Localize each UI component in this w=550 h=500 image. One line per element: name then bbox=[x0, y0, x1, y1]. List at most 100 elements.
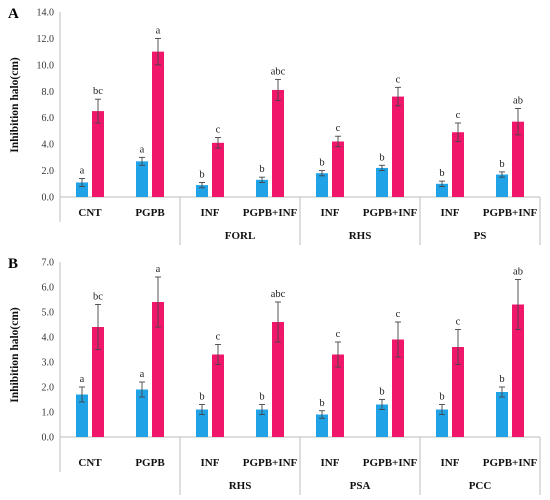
bar bbox=[316, 414, 328, 437]
significance-label: bc bbox=[93, 292, 103, 303]
significance-label: c bbox=[216, 125, 221, 136]
significance-label: b bbox=[439, 168, 444, 179]
bar bbox=[212, 354, 224, 437]
y-tick-label: 0.0 bbox=[42, 193, 55, 204]
bar bbox=[92, 327, 104, 437]
category-label: PGPB+INF bbox=[483, 207, 538, 219]
bar bbox=[496, 392, 508, 437]
bar bbox=[452, 132, 464, 197]
category-label: INF bbox=[321, 207, 340, 219]
bar bbox=[512, 121, 524, 197]
significance-label: b bbox=[499, 374, 504, 385]
category-label: INF bbox=[321, 457, 340, 469]
significance-label: c bbox=[456, 317, 461, 328]
category-label: INF bbox=[441, 207, 460, 219]
significance-label: bc bbox=[93, 86, 103, 97]
panel-b: B Inhibition halo(cm) 0.0 1.0 2.0 3.0 4.0 5.0 6.… bbox=[8, 256, 541, 495]
bar bbox=[256, 409, 268, 437]
bar bbox=[272, 322, 284, 437]
significance-label: b bbox=[439, 392, 444, 403]
category-label: CNT bbox=[78, 457, 102, 469]
bar bbox=[152, 51, 164, 198]
y-tick-label: 4.0 bbox=[42, 140, 55, 151]
significance-label: b bbox=[379, 152, 384, 163]
significance-label: a bbox=[156, 264, 161, 275]
significance-label: a bbox=[80, 374, 85, 385]
category-label: INF bbox=[441, 457, 460, 469]
y-axis-title: Inhibition halo(cm) bbox=[9, 307, 21, 403]
significance-label: b bbox=[379, 387, 384, 398]
y-axis-title: Inhibition halo(cm) bbox=[9, 57, 21, 153]
significance-label: b bbox=[199, 392, 204, 403]
significance-label: c bbox=[396, 74, 401, 85]
significance-label: a bbox=[140, 144, 145, 155]
bar bbox=[436, 183, 448, 197]
significance-label: ab bbox=[513, 267, 523, 278]
y-tick-label: 0.0 bbox=[42, 433, 55, 444]
bar bbox=[332, 354, 344, 437]
bar bbox=[376, 404, 388, 437]
category-label: INF bbox=[201, 207, 220, 219]
group-label: RHS bbox=[349, 230, 372, 242]
category-label: PGPB+INF bbox=[483, 457, 538, 469]
bar bbox=[92, 111, 104, 197]
y-tick-label: 3.0 bbox=[42, 358, 55, 369]
significance-label: c bbox=[396, 309, 401, 320]
category-label: PGPB+INF bbox=[363, 207, 418, 219]
significance-label: b bbox=[259, 392, 264, 403]
significance-label: b bbox=[319, 398, 324, 409]
bar bbox=[196, 409, 208, 437]
category-label: PGPB+INF bbox=[243, 207, 298, 219]
significance-label: b bbox=[259, 164, 264, 175]
y-tick-label: 6.0 bbox=[42, 283, 55, 294]
significance-label: b bbox=[499, 159, 504, 170]
significance-label: c bbox=[336, 123, 341, 134]
bar bbox=[496, 174, 508, 197]
significance-label: ab bbox=[513, 95, 523, 106]
bar bbox=[376, 167, 388, 197]
category-label: CNT bbox=[78, 207, 102, 219]
bar bbox=[392, 96, 404, 197]
bar bbox=[212, 142, 224, 197]
panel-a: A Inhibition halo(cm) 0.0 2.0 4.0 6.0 8.0 10.0 1… bbox=[8, 6, 541, 245]
y-tick-label: 6.0 bbox=[42, 113, 55, 124]
category-label: PGPB+INF bbox=[363, 457, 418, 469]
category-label: INF bbox=[201, 457, 220, 469]
category-label: PGPB+INF bbox=[243, 457, 298, 469]
significance-label: a bbox=[140, 369, 145, 380]
bar bbox=[272, 89, 284, 197]
y-tick-label: 14.0 bbox=[37, 8, 55, 19]
bar bbox=[316, 173, 328, 197]
y-tick-label: 2.0 bbox=[42, 166, 55, 177]
y-tick-label: 8.0 bbox=[42, 87, 55, 98]
group-label: PS bbox=[474, 230, 487, 242]
bar bbox=[392, 339, 404, 437]
significance-label: b bbox=[319, 158, 324, 169]
bar bbox=[136, 161, 148, 197]
significance-label: a bbox=[156, 25, 161, 36]
significance-label: abc bbox=[271, 66, 286, 77]
y-tick-label: 7.0 bbox=[42, 258, 55, 269]
y-tick-label: 2.0 bbox=[42, 383, 55, 394]
category-label: PGPB bbox=[135, 457, 165, 469]
panel-letter: B bbox=[8, 256, 18, 272]
y-tick-label: 12.0 bbox=[37, 34, 55, 45]
significance-label: c bbox=[336, 329, 341, 340]
bar bbox=[152, 302, 164, 437]
bar bbox=[256, 179, 268, 197]
bar bbox=[136, 389, 148, 437]
bar bbox=[76, 394, 88, 437]
y-tick-label: 4.0 bbox=[42, 333, 55, 344]
y-tick-label: 10.0 bbox=[37, 60, 55, 71]
bar bbox=[332, 141, 344, 197]
significance-label: c bbox=[456, 110, 461, 121]
bar bbox=[452, 347, 464, 437]
category-label: PGPB bbox=[135, 207, 165, 219]
significance-label: b bbox=[199, 169, 204, 180]
group-label: PCC bbox=[469, 480, 492, 492]
significance-label: c bbox=[216, 332, 221, 343]
y-tick-label: 1.0 bbox=[42, 408, 55, 419]
bar bbox=[436, 409, 448, 437]
group-label: PSA bbox=[350, 480, 371, 492]
